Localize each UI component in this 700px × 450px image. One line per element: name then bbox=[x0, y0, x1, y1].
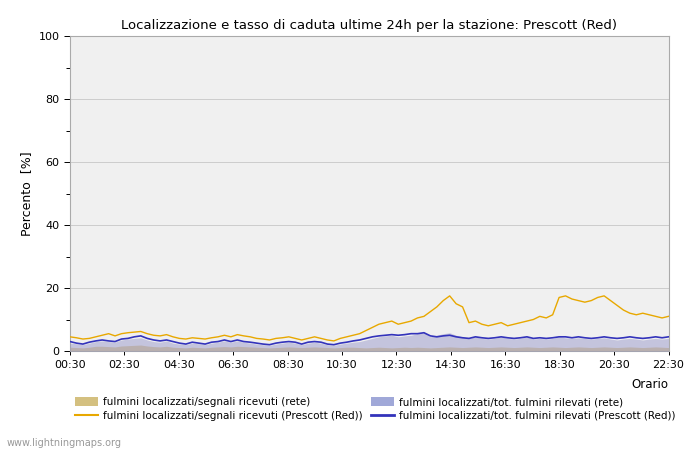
Title: Localizzazione e tasso di caduta ultime 24h per la stazione: Prescott (Red): Localizzazione e tasso di caduta ultime … bbox=[121, 19, 617, 32]
Text: Orario: Orario bbox=[631, 378, 668, 391]
Text: www.lightningmaps.org: www.lightningmaps.org bbox=[7, 438, 122, 448]
Legend: fulmini localizzati/segnali ricevuti (rete), fulmini localizzati/segnali ricevut: fulmini localizzati/segnali ricevuti (re… bbox=[75, 397, 676, 421]
Y-axis label: Percento  [%]: Percento [%] bbox=[20, 151, 33, 236]
